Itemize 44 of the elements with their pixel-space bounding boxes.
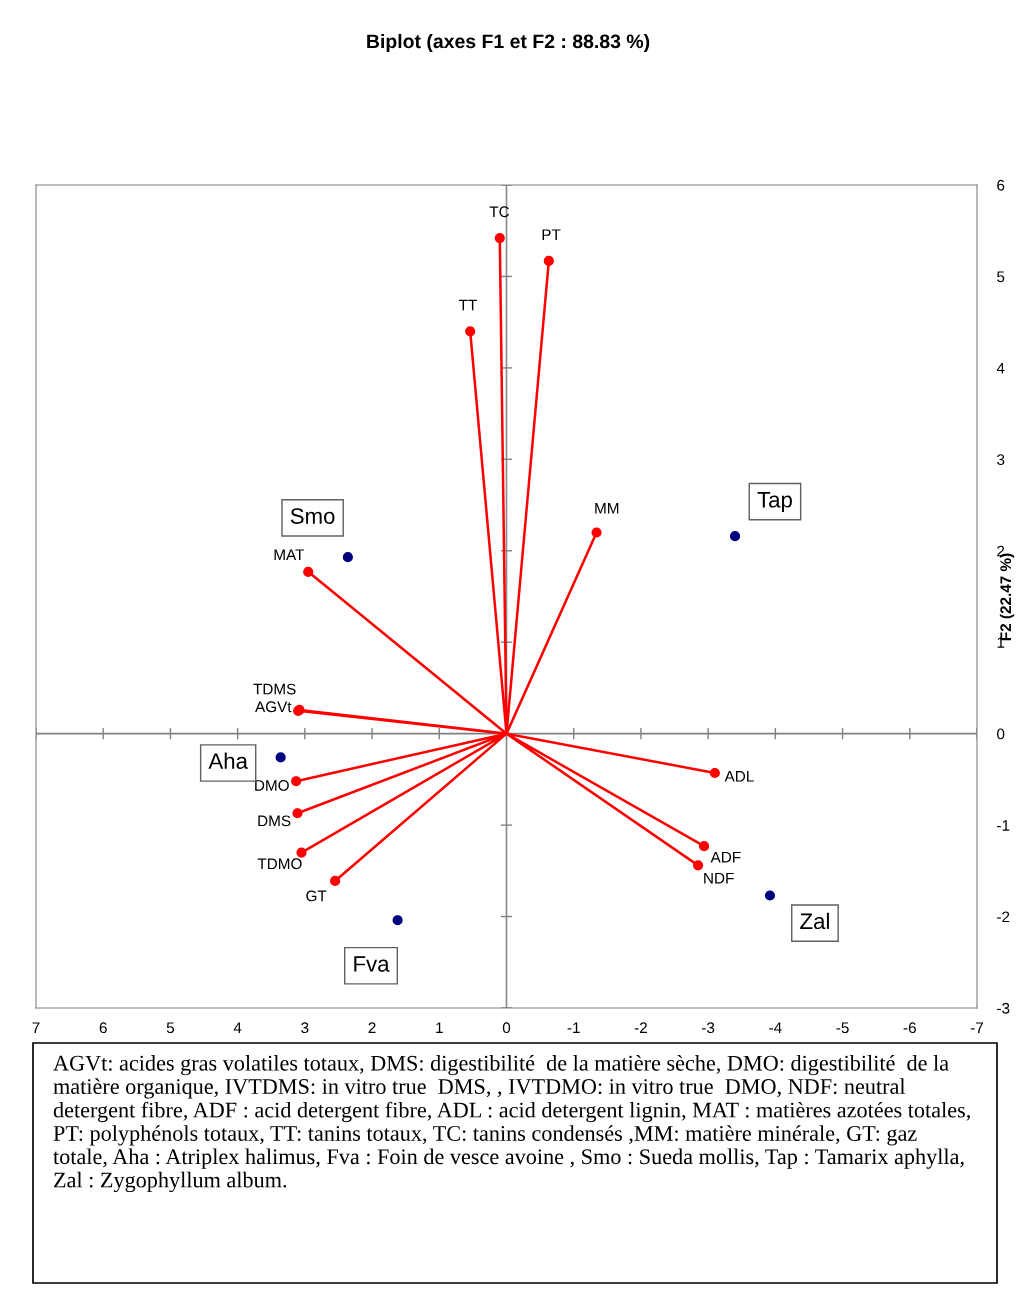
- x-tick-label: -3: [702, 1022, 715, 1034]
- x-tick-label: -7: [970, 1022, 984, 1033]
- y-tick-label: 3: [997, 454, 1005, 466]
- annotation: DMS: [258, 815, 291, 827]
- x-tick-label: 7: [32, 1022, 40, 1033]
- y-tick-label: 6: [997, 179, 1005, 191]
- annotation: ADL: [724, 771, 754, 782]
- annotation: TDMS: [253, 683, 296, 695]
- y-tick-label: 0: [997, 728, 1005, 740]
- x-tick-label: 1: [436, 1022, 443, 1033]
- annotation: MM: [595, 503, 619, 514]
- y-tick-label: 4: [996, 362, 1005, 374]
- chart-title: Biplot (axes F1 et F2 : 88.83 %): [367, 33, 650, 53]
- annotation: NDF: [704, 872, 734, 884]
- x-tick-label: 0: [502, 1022, 511, 1034]
- x-tick-label: 2: [368, 1022, 376, 1033]
- x-tick-label: -2: [634, 1022, 647, 1033]
- annotation: MAT: [274, 549, 305, 560]
- x-tick-label: -5: [836, 1022, 849, 1034]
- y-tick-label: -2: [997, 911, 1010, 923]
- annotation: Zal: [800, 912, 829, 930]
- y-tick-label: -1: [997, 820, 1010, 831]
- annotation: Smo: [290, 508, 335, 524]
- annotation: PT: [542, 229, 561, 240]
- y-tick-label: -3: [997, 1002, 1010, 1014]
- annotation: AGVt: [255, 701, 292, 713]
- x-tick-label: -1: [567, 1022, 580, 1033]
- annotation: GT: [306, 890, 327, 902]
- text: AGVt: acides gras volatiles totaux, DMS: digestibilité de la matière sèche, DMO: digestibilité de la matière organique, IVTDMS: in vitro true DMS, , IVTDMO: in vitro true DMO, NDF: neutral detergent fibre, ADF : acid detergent fibre, ADL : acid detergent lignin, MAT : matières azotées totales, PT: polyphénols totaux, TT: tanins totaux, TC: tanins condensés ,MM: matière minérale, GT: gaz totale, Aha : Atriplex halimus, Fva : Foin de vesce avoine , Smo : Sueda mollis, Tap : Tamarix aphylla, Zal : Zygophyllum album.: [53, 1055, 970, 1193]
- x-tick-label: 4: [233, 1022, 242, 1033]
- annotation: TC: [489, 206, 510, 218]
- annotation: TDMO: [257, 858, 302, 870]
- annotation: Tap: [757, 492, 792, 512]
- x-tick-label: 5: [166, 1022, 175, 1034]
- annotation: Aha: [208, 752, 248, 769]
- x-tick-label: 3: [301, 1022, 309, 1034]
- annotation: DMO: [255, 780, 289, 791]
- x-tick-label: -6: [903, 1022, 916, 1034]
- annotation: TT: [458, 299, 477, 311]
- x-tick-label: -4: [769, 1022, 782, 1033]
- x-tick-label: 6: [99, 1022, 107, 1034]
- annotation: Fva: [354, 956, 390, 972]
- annotation: ADF: [710, 851, 741, 863]
- y-tick-label: 5: [997, 271, 1005, 283]
